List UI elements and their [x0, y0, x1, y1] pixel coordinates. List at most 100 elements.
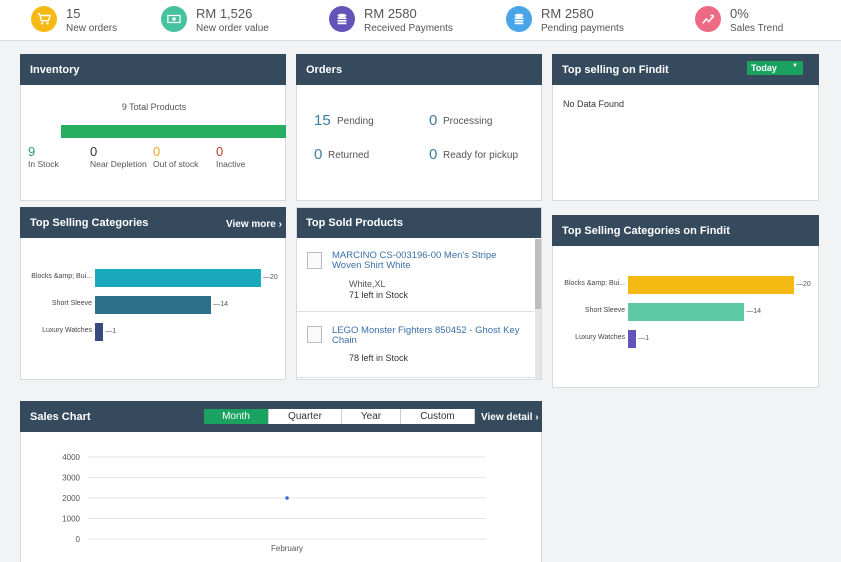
y-tick-label: 1000 [62, 515, 80, 524]
category-value: —1 [638, 335, 650, 342]
stat-value: 0% [730, 6, 749, 21]
no-data-message: No Data Found [563, 99, 625, 109]
category-label: Short Sleeve [584, 307, 625, 314]
returned-label: Returned [328, 150, 370, 161]
period-dropdown[interactable]: Today ▼ [747, 61, 803, 75]
near-depletion-count: 0 [90, 144, 98, 159]
sales-line-chart: 4000 3000 2000 1000 0 February [62, 453, 486, 553]
product-list-scrollbar[interactable] [535, 239, 541, 379]
category-value: —14 [213, 301, 228, 308]
stat-label: Received Payments [364, 23, 453, 34]
ready-count: 0 [429, 146, 438, 163]
stat-label: New orders [66, 23, 118, 34]
category-bar[interactable] [628, 276, 794, 294]
period-dropdown-value: Today [751, 63, 777, 73]
category-label: Blocks &amp; Bui... [31, 273, 92, 280]
y-tick-label: 3000 [62, 474, 80, 483]
stat-value: RM 2580 [541, 6, 594, 21]
stock-bar-track [61, 125, 286, 138]
product-name[interactable]: MARCINO CS-003196-00 Men's Stripe Woven … [332, 250, 497, 271]
view-more-link[interactable]: View more › [226, 219, 282, 230]
returned-count: 0 [314, 146, 323, 163]
inventory-card: Inventory 9 Total Products 9 In Stock 0 … [20, 54, 286, 201]
product-variant: White,XL [349, 279, 386, 289]
view-more-label: View more [226, 219, 276, 230]
stat-label: Pending payments [541, 23, 624, 34]
orders-title: Orders [296, 54, 542, 85]
category-label: Short Sleeve [51, 300, 92, 307]
chevron-right-icon: › [278, 219, 282, 230]
processing-label: Processing [443, 116, 493, 127]
product-image [307, 252, 322, 269]
in-stock-count: 9 [28, 144, 36, 159]
category-bar[interactable] [628, 330, 637, 348]
stat-new-orders[interactable]: 15 New orders [31, 5, 151, 37]
category-value: —20 [796, 281, 811, 288]
product-image [307, 326, 322, 343]
orders-processing[interactable]: 0 Processing [429, 112, 539, 132]
stock-bar-fill [61, 125, 286, 138]
tab-month[interactable]: Month [204, 409, 269, 424]
top-sold-title: Top Sold Products [297, 208, 541, 238]
stat-label: Sales Trend [730, 23, 784, 34]
stat-received-payments[interactable]: RM 2580 Received Payments [329, 5, 469, 37]
product-item[interactable]: MARCINO CS-003196-00 Men's Stripe Woven … [297, 239, 534, 312]
near-depletion-label: Near Depletion [90, 159, 147, 169]
stat-pending-payments[interactable]: RM 2580 Pending payments [506, 5, 646, 37]
coins-icon [506, 6, 532, 32]
coins-icon [329, 6, 355, 32]
stat-label: New order value [196, 23, 269, 34]
pending-count: 15 [314, 112, 331, 129]
view-detail-link[interactable]: View detail › [481, 412, 539, 423]
orders-ready-for-pickup[interactable]: 0 Ready for pickup [429, 146, 541, 166]
scrollbar-thumb[interactable] [535, 239, 541, 309]
category-bar[interactable] [628, 303, 745, 321]
inactive-count: 0 [216, 144, 224, 159]
tab-quarter[interactable]: Quarter [269, 409, 342, 424]
y-tick-label: 4000 [62, 453, 80, 462]
stat-sales-trend[interactable]: 0% Sales Trend [695, 5, 815, 37]
category-value: —14 [746, 308, 761, 315]
orders-pending[interactable]: 15 Pending [314, 112, 424, 132]
category-bar[interactable] [95, 269, 261, 287]
top-sold-card: Top Sold Products MARCINO CS-003196-00 M… [296, 207, 542, 380]
category-label: Luxury Watches [575, 334, 625, 341]
sales-chart-card: Sales Chart Month Quarter Year Custom View … [20, 401, 542, 562]
category-bar[interactable] [95, 296, 212, 314]
category-label: Blocks &amp; Bui... [564, 280, 625, 287]
tab-year[interactable]: Year [342, 409, 401, 424]
inventory-title: Inventory [20, 54, 286, 85]
money-icon [161, 6, 187, 32]
stat-value: RM 2580 [364, 6, 417, 21]
category-value: —1 [105, 328, 117, 335]
inactive-label: Inactive [216, 159, 246, 169]
category-label: Luxury Watches [42, 327, 92, 334]
trend-icon [695, 6, 721, 32]
orders-returned[interactable]: 0 Returned [314, 146, 424, 166]
product-stock: 78 left in Stock [349, 353, 409, 363]
top-categories-card: Top Selling Categories View more › Block… [20, 207, 286, 380]
x-tick-label: February [271, 544, 303, 553]
category-value: —20 [263, 274, 278, 281]
chevron-right-icon: › [535, 412, 539, 423]
data-point[interactable] [285, 496, 289, 500]
stat-value: RM 1,526 [196, 6, 253, 21]
product-stock: 71 left in Stock [349, 290, 409, 300]
out-of-stock-label: Out of stock [153, 159, 199, 169]
stat-new-order-value[interactable]: RM 1,526 New order value [161, 5, 291, 37]
kpi-bar: 15 New orders RM 1,526 New order value R… [0, 0, 841, 41]
category-bar[interactable] [95, 323, 104, 341]
product-name[interactable]: LEGO Monster Fighters 850452 - Ghost Key… [332, 325, 520, 346]
in-stock-label: In Stock [28, 159, 59, 169]
top-categories-title: Top Selling Categories [20, 207, 286, 238]
total-products-label: 9 Total Products [121, 102, 187, 112]
findit-categories-card: Top Selling Categories on Findit Blocks … [552, 215, 819, 388]
y-tick-label: 0 [76, 535, 81, 544]
out-of-stock-count: 0 [153, 144, 161, 159]
orders-card: Orders 15 Pending 0 Processing 0 Returne… [296, 54, 542, 201]
product-item[interactable]: LEGO Monster Fighters 850452 - Ghost Key… [297, 313, 534, 378]
tab-custom[interactable]: Custom [401, 409, 475, 424]
processing-count: 0 [429, 112, 438, 129]
findit-categories-title: Top Selling Categories on Findit [552, 215, 819, 246]
y-tick-label: 2000 [62, 494, 80, 503]
